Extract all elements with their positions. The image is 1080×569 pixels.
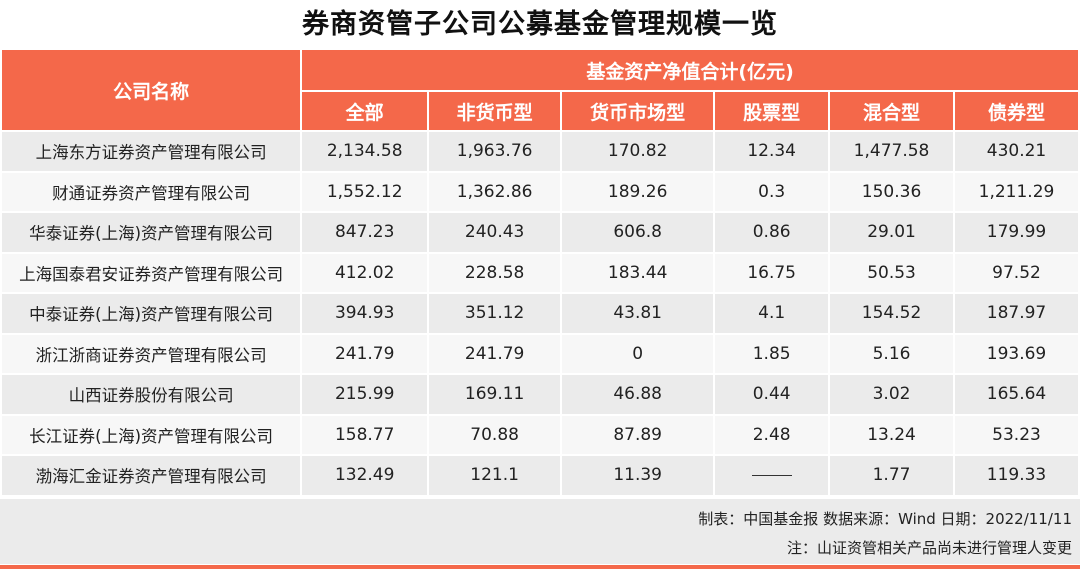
empty-dash	[751, 474, 792, 476]
header-col-all: 全部	[302, 92, 428, 132]
value-cell: 53.23	[954, 415, 1078, 456]
bottom-divider	[0, 565, 1080, 569]
header-col-hybrid: 混合型	[830, 92, 953, 132]
company-name-cell: 渤海汇金证券资产管理有限公司	[2, 456, 301, 497]
value-cell: 228.58	[429, 253, 561, 294]
company-name-cell: 华泰证券(上海)资产管理有限公司	[2, 213, 301, 254]
header-col-money-market: 货币市场型	[562, 92, 714, 132]
table-row: 浙江浙商证券资产管理有限公司 241.79 241.79 0 1.85 5.16 193.6…	[2, 334, 1078, 375]
table-row: 长江证券(上海)资产管理有限公司 158.77 70.88 87.89 2.48 13.2…	[2, 415, 1078, 456]
company-name-cell: 长江证券(上海)资产管理有限公司	[2, 415, 301, 456]
table-row: 渤海汇金证券资产管理有限公司 132.49 121.1 11.39 1.77 119.33	[2, 456, 1078, 497]
value-cell: 4.1	[715, 294, 829, 335]
value-cell: 606.8	[562, 213, 714, 254]
table-row: 财通证券资产管理有限公司 1,552.12 1,362.86 189.26 0.3 150…	[2, 172, 1078, 213]
table-row: 山西证券股份有限公司 215.99 169.11 46.88 0.44 3.02 165.6…	[2, 375, 1078, 416]
value-cell: 847.23	[302, 213, 428, 254]
value-cell: 215.99	[302, 375, 428, 416]
table-row: 华泰证券(上海)资产管理有限公司 847.23 240.43 606.8 0.86 29.…	[2, 213, 1078, 254]
source-note: 制表：中国基金报 数据来源：Wind 日期：2022/11/11	[698, 509, 1072, 528]
fund-scale-table: 公司名称 基金资产净值合计(亿元) 全部 非货币型 货币市场型 股票型 混合型 …	[0, 50, 1080, 497]
company-name-cell: 中泰证券(上海)资产管理有限公司	[2, 294, 301, 335]
company-name-cell: 上海国泰君安证券资产管理有限公司	[2, 253, 301, 294]
value-cell: 189.26	[562, 172, 714, 213]
table-row: 中泰证券(上海)资产管理有限公司 394.93 351.12 43.81 4.1 154.…	[2, 294, 1078, 335]
value-cell: 87.89	[562, 415, 714, 456]
header-company-name: 公司名称	[2, 50, 301, 132]
value-cell: 150.36	[830, 172, 953, 213]
header-col-bond: 债券型	[954, 92, 1078, 132]
value-cell: 158.77	[302, 415, 428, 456]
header-net-asset-group: 基金资产净值合计(亿元)	[302, 50, 1078, 92]
value-cell: 132.49	[302, 456, 428, 497]
value-cell: 241.79	[302, 334, 428, 375]
value-cell: 43.81	[562, 294, 714, 335]
page-title: 券商资管子公司公募基金管理规模一览	[302, 9, 778, 40]
value-cell: 179.99	[954, 213, 1078, 254]
value-cell: 1,477.58	[830, 132, 953, 173]
value-cell: 187.97	[954, 294, 1078, 335]
value-cell: 394.93	[302, 294, 428, 335]
value-cell: 1,362.86	[429, 172, 561, 213]
value-cell: 29.01	[830, 213, 953, 254]
value-cell: 121.1	[429, 456, 561, 497]
value-cell: 170.82	[562, 132, 714, 173]
value-cell	[715, 456, 829, 497]
value-cell: 0.3	[715, 172, 829, 213]
value-cell: 0.86	[715, 213, 829, 254]
value-cell: 154.52	[830, 294, 953, 335]
value-cell: 183.44	[562, 253, 714, 294]
header-col-equity: 股票型	[715, 92, 829, 132]
table-body: 上海东方证券资产管理有限公司 2,134.58 1,963.76 170.82 12.3…	[2, 132, 1078, 497]
value-cell: 50.53	[830, 253, 953, 294]
value-cell: 1,211.29	[954, 172, 1078, 213]
value-cell: 1,552.12	[302, 172, 428, 213]
value-cell: 0.44	[715, 375, 829, 416]
value-cell: 165.64	[954, 375, 1078, 416]
value-cell: 5.16	[830, 334, 953, 375]
company-name-cell: 浙江浙商证券资产管理有限公司	[2, 334, 301, 375]
value-cell: 1,963.76	[429, 132, 561, 173]
value-cell: 119.33	[954, 456, 1078, 497]
value-cell: 193.69	[954, 334, 1078, 375]
table-row: 上海国泰君安证券资产管理有限公司 412.02 228.58 183.44 16.75 5…	[2, 253, 1078, 294]
value-cell: 2,134.58	[302, 132, 428, 173]
value-cell: 12.34	[715, 132, 829, 173]
value-cell: 1.85	[715, 334, 829, 375]
value-cell: 241.79	[429, 334, 561, 375]
company-name-cell: 山西证券股份有限公司	[2, 375, 301, 416]
table-footer: 制表：中国基金报 数据来源：Wind 日期：2022/11/11 注：山证资管相…	[0, 498, 1080, 564]
header-col-non-money: 非货币型	[429, 92, 561, 132]
value-cell: 3.02	[830, 375, 953, 416]
remark-note: 注：山证资管相关产品尚未进行管理人变更	[786, 538, 1072, 557]
value-cell: 11.39	[562, 456, 714, 497]
value-cell: 0	[562, 334, 714, 375]
value-cell: 2.48	[715, 415, 829, 456]
value-cell: 46.88	[562, 375, 714, 416]
company-name-cell: 财通证券资产管理有限公司	[2, 172, 301, 213]
value-cell: 97.52	[954, 253, 1078, 294]
company-name-cell: 上海东方证券资产管理有限公司	[2, 132, 301, 173]
table-row: 上海东方证券资产管理有限公司 2,134.58 1,963.76 170.82 12.3…	[2, 132, 1078, 173]
value-cell: 430.21	[954, 132, 1078, 173]
value-cell: 412.02	[302, 253, 428, 294]
value-cell: 13.24	[830, 415, 953, 456]
value-cell: 16.75	[715, 253, 829, 294]
value-cell: 169.11	[429, 375, 561, 416]
value-cell: 70.88	[429, 415, 561, 456]
value-cell: 351.12	[429, 294, 561, 335]
value-cell: 1.77	[830, 456, 953, 497]
value-cell: 240.43	[429, 213, 561, 254]
